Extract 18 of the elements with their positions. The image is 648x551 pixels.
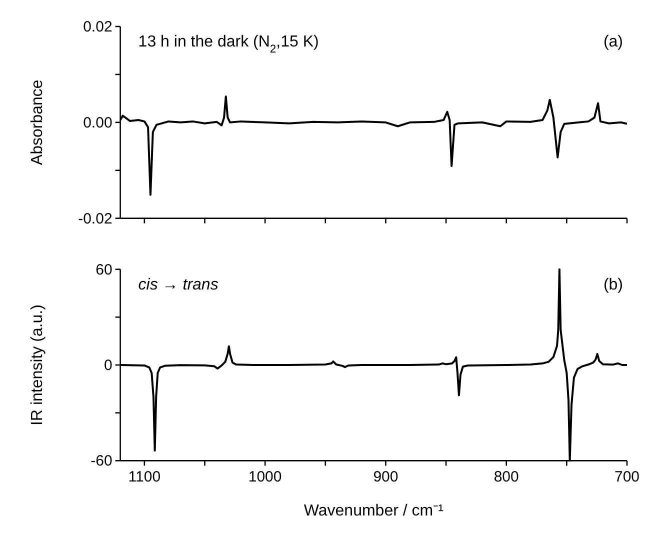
x-axis-title: Wavenumber / cm⁻¹ <box>304 502 444 520</box>
x-tick-label: 700 <box>614 468 640 486</box>
x-tick-label: 900 <box>373 468 398 486</box>
x-tick-label: 1000 <box>248 468 282 486</box>
y-tick-label: 0.02 <box>83 18 112 36</box>
annotation: (b) <box>603 276 623 294</box>
y-tick-label: 60 <box>96 261 112 278</box>
y-axis-title: IR intensity (a.u.) <box>29 304 46 426</box>
y-tick-label: 0.00 <box>83 114 112 132</box>
y-tick-label: -0.02 <box>78 210 112 228</box>
x-tick-label: 800 <box>494 468 519 486</box>
y-tick-label: 0 <box>104 357 112 374</box>
annotation: (a) <box>603 34 623 50</box>
x-tick-label: 1100 <box>128 468 161 486</box>
y-tick-label: -60 <box>90 452 112 470</box>
annotation: cis → trans <box>138 276 218 294</box>
y-axis-title: Absorbance <box>29 80 46 166</box>
annotation: 13 h in the dark (N$_{2}$,15 K) <box>138 34 319 56</box>
